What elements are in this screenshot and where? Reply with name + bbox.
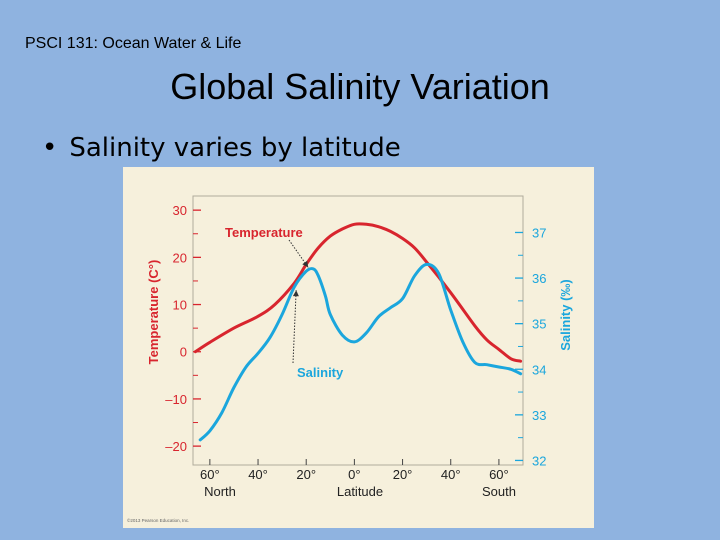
temperature-salinity-chart: 30 20 10 0 –10 –20 37 36 35 34 33 32 60° 40° 20° 0° 20… [123,167,594,528]
plot-frame [192,195,524,466]
x-axis: 60° 40° 20° 0° 20° 40° 60° [200,459,509,482]
credit-line: ©2013 Pearson Education, Inc. [127,517,189,523]
right-axis-tick-label: 34 [532,362,546,377]
left-axis-tick-label: 20 [173,250,187,265]
chart-figure: 30 20 10 0 –10 –20 37 36 35 34 33 32 60° 40° 20° 0° 20… [123,167,594,528]
x-axis-tick-label: 60° [200,467,220,482]
x-axis-tick-label: 60° [489,467,509,482]
temperature-annotation: Temperature [225,225,303,240]
left-axis-label: Temperature (C°) [146,260,161,365]
x-end-label-south: South [482,484,516,499]
right-axis-tick-label: 36 [532,271,546,286]
bullet-item: • Salinity varies by latitude [42,133,401,163]
series-layer [193,222,523,442]
bullet-text: Salinity varies by latitude [69,133,401,163]
x-axis-tick-label: 0° [348,467,360,482]
salinity-annotation: Salinity [297,365,344,380]
x-axis-tick-label: 40° [248,467,268,482]
x-axis-tick-label: 20° [296,467,316,482]
right-axis-tick-label: 33 [532,408,546,423]
bullet-dot: • [42,133,58,163]
left-axis-tick-label: 10 [173,298,187,313]
annotation-layer: Temperature Salinity [225,225,344,380]
left-axis-tick-label: –20 [165,439,187,454]
left-axis: 30 20 10 0 –10 –20 [165,203,201,454]
right-axis-tick-label: 32 [532,453,546,468]
x-axis-tick-label: 40° [441,467,461,482]
salinity-line [198,262,523,442]
x-end-label-north: North [204,484,236,499]
right-axis-label: Salinity (‰) [558,279,573,351]
x-axis-tick-label: 20° [393,467,413,482]
left-axis-tick-label: 0 [180,345,187,360]
right-axis-tick-label: 35 [532,317,546,332]
left-axis-tick-label: –10 [165,392,187,407]
right-axis: 37 36 35 34 33 32 [515,225,546,468]
salinity-annotation-arrowhead [292,290,299,297]
left-axis-tick-label: 30 [173,203,187,218]
course-label: PSCI 131: Ocean Water & Life [25,35,242,52]
temperature-line [193,222,523,363]
slide-title: Global Salinity Variation [170,66,550,107]
right-axis-tick-label: 37 [532,225,546,240]
salinity-annotation-leader [292,290,297,364]
temperature-annotation-arrowhead [302,260,309,268]
x-axis-label: Latitude [337,484,383,499]
